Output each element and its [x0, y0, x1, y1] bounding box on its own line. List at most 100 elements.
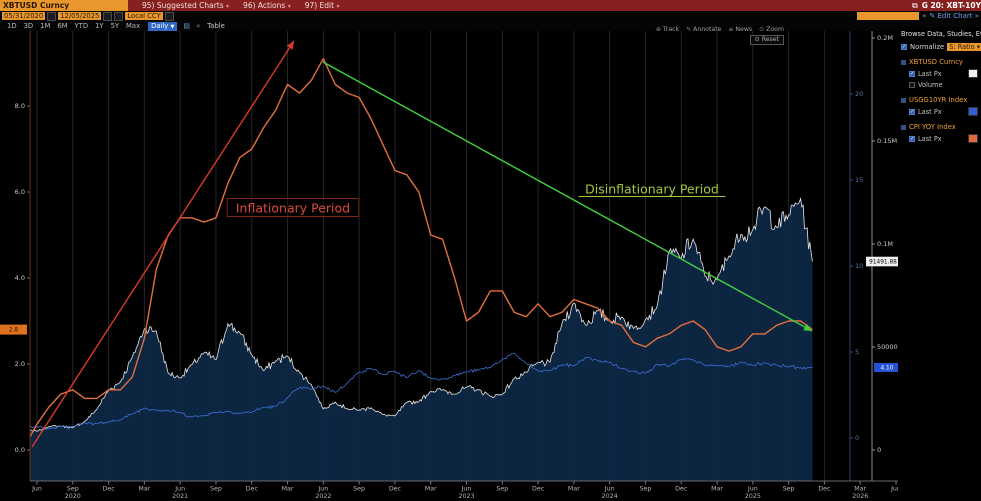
svg-text:Jun: Jun [604, 486, 615, 493]
svg-text:Mar: Mar [568, 486, 580, 493]
menu-suggested-charts[interactable]: 95) Suggested Charts ▾ [142, 1, 230, 10]
normalize-select[interactable]: S: Ratio ▾ [947, 43, 981, 51]
svg-text:2022: 2022 [315, 493, 331, 500]
svg-text:Mar: Mar [854, 486, 866, 493]
settings-mini-icon[interactable] [164, 11, 174, 21]
normalize-checkbox[interactable] [901, 44, 907, 50]
security-bullet [901, 97, 906, 103]
svg-text:Dec: Dec [818, 486, 831, 493]
svg-text:4.0: 4.0 [15, 274, 25, 282]
usgg10yr-last-badge: 4.10 [874, 362, 900, 372]
svg-text:Jun: Jun [317, 486, 328, 493]
svg-text:Sep: Sep [640, 486, 652, 493]
pencil-icon: ✎ [929, 12, 936, 20]
field-xbtusd-lastpx: Last Px [909, 69, 981, 78]
track-button[interactable]: ⊕ Track [655, 26, 680, 33]
svg-text:50000: 50000 [877, 343, 898, 351]
svg-text:Sep: Sep [67, 486, 79, 493]
svg-text:2.8: 2.8 [9, 328, 19, 334]
range-3d[interactable]: 3D [23, 22, 34, 30]
step-forward-icon[interactable] [114, 11, 124, 21]
svg-text:2023: 2023 [458, 493, 474, 500]
field-cpi-lastpx: Last Px [909, 134, 981, 143]
svg-text:Mar: Mar [425, 486, 437, 493]
range-1d[interactable]: 1D [7, 22, 17, 30]
axis-labels: 0.0 2.0 4.0 6.0 8.0 0 5 10 15 20 0 50000 0.1M 0.15M 0.… [15, 34, 901, 500]
volume-checkbox[interactable] [909, 82, 915, 88]
currency-mode-field[interactable]: Local CCY [125, 12, 163, 20]
cpi-last-badge: 2.8 [0, 324, 27, 335]
svg-text:Jun: Jun [31, 486, 42, 493]
range-1m[interactable]: 1M [40, 22, 51, 30]
chart-search-field[interactable] [857, 12, 920, 20]
range-6m[interactable]: 6M [57, 22, 68, 30]
collapse-icon[interactable]: « [922, 12, 927, 20]
arrowhead [286, 41, 294, 50]
range-1y[interactable]: 1Y [95, 22, 104, 30]
svg-text:0: 0 [877, 446, 881, 454]
news-button[interactable]: ≡ News [728, 26, 753, 33]
field-xbtusd-volume: Volume [909, 81, 981, 89]
magnifier-icon: ⊙ [759, 26, 765, 33]
svg-text:0.1M: 0.1M [877, 240, 893, 248]
svg-text:Dec: Dec [246, 486, 259, 493]
annotation-arrow[interactable] [31, 40, 295, 448]
svg-text:Dec: Dec [675, 486, 688, 493]
svg-text:Sep: Sep [210, 486, 222, 493]
panel-header: Browse Data, Studies, Events, et [901, 30, 981, 38]
crosshair-icon: ⊕ [655, 26, 661, 33]
range-max[interactable]: Max [126, 22, 141, 30]
data-panel: Browse Data, Studies, Events, et Normali… [898, 27, 981, 501]
svg-text:Jun: Jun [461, 486, 472, 493]
table-button[interactable]: Table [207, 22, 225, 30]
range-ytd[interactable]: YTD [74, 22, 89, 30]
news-icon: ≡ [728, 26, 734, 33]
series-swatch [968, 107, 978, 116]
date-to-field[interactable]: 12/05/2025 [58, 12, 102, 20]
svg-text:Sep: Sep [783, 486, 795, 493]
date-settings-bar: 05/31/2020 12/05/2025 Local CCY « ✎ Edit… [0, 11, 981, 21]
chart-type-icon[interactable]: ▤ [183, 22, 190, 30]
menu-actions[interactable]: 96) Actions ▾ [243, 1, 291, 10]
export-icon[interactable]: ⧉ [911, 0, 918, 10]
pencil-icon: ✎ [686, 26, 692, 33]
svg-text:0.2M: 0.2M [877, 34, 893, 42]
reset-button[interactable]: ⊙ Reset [749, 35, 784, 45]
zoom-button[interactable]: ⊙ Zoom [759, 26, 784, 33]
lastpx-checkbox[interactable] [909, 108, 915, 115]
lastpx-checkbox[interactable] [909, 70, 915, 77]
chevron-down-icon: ▾ [336, 3, 340, 10]
security-usgg10yr[interactable]: USGG10YR Index [901, 96, 981, 104]
date-from-field[interactable]: 05/31/2020 [2, 12, 46, 20]
normalize-row: Normalize S: Ratio ▾ [901, 43, 981, 51]
svg-text:2026: 2026 [852, 493, 868, 500]
annotation-arrow[interactable] [322, 61, 813, 332]
annotate-button[interactable]: ✎ Annotate [686, 26, 722, 33]
ticker-field[interactable]: XBTUSD Curncy [0, 0, 128, 11]
menu-edit[interactable]: 97) Edit ▾ [304, 1, 340, 10]
svg-text:Mar: Mar [711, 486, 723, 493]
period-dropdown[interactable]: Daily ▼ [148, 21, 178, 31]
lastpx-checkbox[interactable] [909, 135, 915, 142]
svg-text:8.0: 8.0 [15, 102, 25, 110]
step-back-icon[interactable] [103, 11, 113, 21]
svg-text:Sep: Sep [496, 486, 508, 493]
annotation-label[interactable]: Inflationary Period [236, 201, 350, 216]
security-xbtusd[interactable]: XBTUSD Curncy [901, 58, 981, 66]
xbtusd-area [30, 198, 813, 481]
svg-text:Jun: Jun [747, 486, 758, 493]
svg-text:Jun: Jun [890, 486, 901, 493]
range-5y[interactable]: 5Y [110, 22, 120, 30]
calendar-icon[interactable] [47, 11, 57, 21]
range-bar: 1D 3D 1M 6M YTD 1Y 5Y Max Daily ▼ ▤ « Ta… [0, 21, 981, 31]
expand-icon[interactable]: « [195, 22, 201, 30]
chart-plot-area[interactable] [30, 31, 850, 481]
annotation-box[interactable] [226, 198, 360, 217]
svg-text:4.10: 4.10 [881, 366, 894, 372]
edit-chart-button[interactable]: ✎ Edit Chart » [929, 12, 979, 20]
svg-text:Dec: Dec [389, 486, 402, 493]
security-cpi-yoy[interactable]: CPI YOY Index [901, 123, 981, 131]
svg-text:2025: 2025 [745, 493, 761, 500]
annotation-label[interactable]: Disinflationary Period [585, 182, 719, 197]
